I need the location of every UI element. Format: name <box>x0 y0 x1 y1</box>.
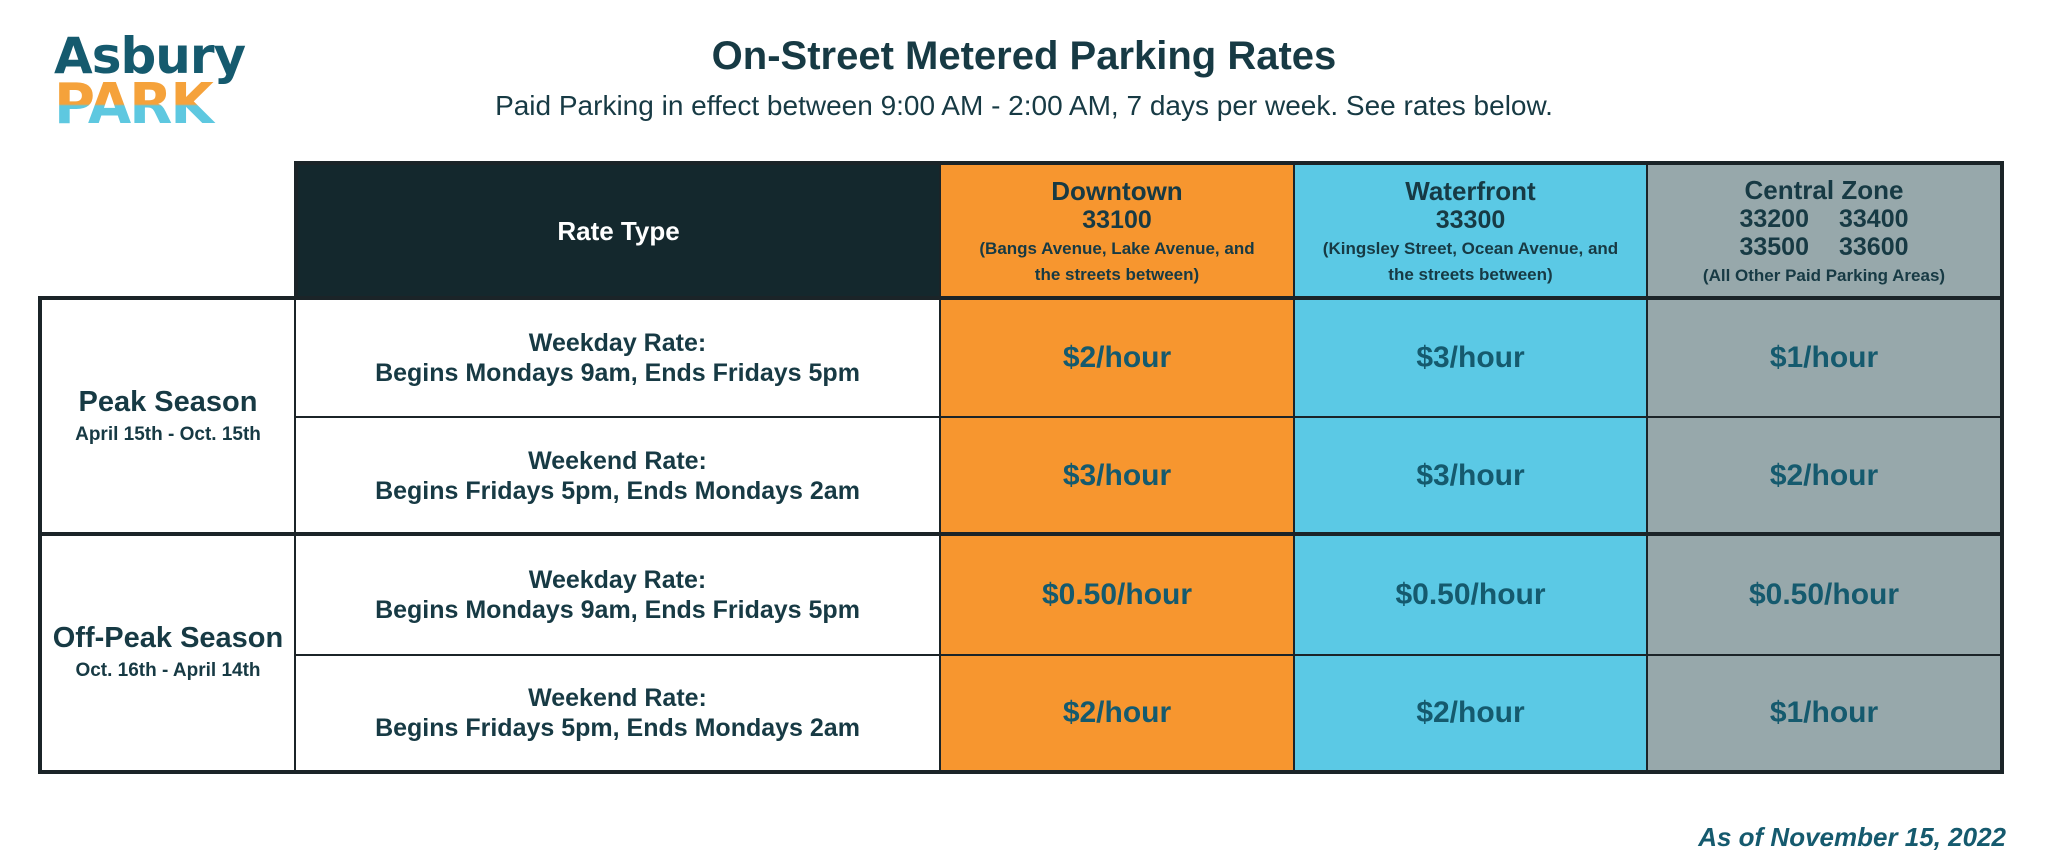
zone-code: 33600 <box>1839 232 1909 261</box>
rate-cell-downtown: $0.50/hour <box>939 532 1295 656</box>
rate-cell-central: $2/hour <box>1646 416 2004 536</box>
effective-date-note: As of November 15, 2022 <box>1698 822 2006 852</box>
rate-cell-downtown: $2/hour <box>939 654 1295 774</box>
season-name: Peak Season <box>78 386 258 418</box>
season-name: Off-Peak Season <box>52 622 284 654</box>
rate-cell-downtown: $2/hour <box>939 296 1295 418</box>
rate-cell-waterfront: $0.50/hour <box>1293 532 1648 656</box>
rate-type-hours: Begins Fridays 5pm, Ends Mondays 2am <box>375 714 860 742</box>
zone-description: (Bangs Avenue, Lake Avenue, and the stre… <box>979 236 1254 288</box>
zone-header-waterfront: Waterfront 33300 (Kingsley Street, Ocean… <box>1293 161 1648 300</box>
rate-type-title: Weekend Rate: <box>528 684 707 712</box>
logo-line-park: PARK <box>54 77 264 133</box>
rate-cell-central: $1/hour <box>1646 654 2004 774</box>
zone-name: Downtown <box>1051 175 1183 206</box>
zone-code: 33200 <box>1739 204 1809 233</box>
zone-codes: 33200 33400 33500 33600 <box>1739 205 1908 261</box>
rate-type-off-peak-weekend: Weekend Rate: Begins Fridays 5pm, Ends M… <box>294 654 941 774</box>
rate-cell-waterfront: $3/hour <box>1293 416 1648 536</box>
zone-description: (All Other Paid Parking Areas) <box>1702 265 1946 285</box>
asbury-park-logo: Asbury PARK <box>54 27 264 133</box>
zone-code: 33500 <box>1739 232 1809 261</box>
rate-type-hours: Begins Mondays 9am, Ends Fridays 5pm <box>375 596 860 624</box>
zone-description-line: (Kingsley Street, Ocean Avenue, and <box>1322 238 1619 258</box>
page-subtitle: Paid Parking in effect between 9:00 AM -… <box>495 90 1553 121</box>
rate-type-header: Rate Type <box>294 161 941 300</box>
rate-cell-central: $1/hour <box>1646 296 2004 418</box>
rate-type-hours: Begins Fridays 5pm, Ends Mondays 2am <box>375 477 860 505</box>
rate-type-header-label: Rate Type <box>557 216 680 246</box>
zone-name: Central Zone <box>1744 174 1904 205</box>
page-title: On-Street Metered Parking Rates <box>711 34 1337 78</box>
rate-type-hours: Begins Mondays 9am, Ends Fridays 5pm <box>375 359 860 387</box>
rate-type-peak-weekday: Weekday Rate: Begins Mondays 9am, Ends F… <box>294 296 941 418</box>
season-label-peak: Peak Season April 15th - Oct. 15th <box>38 296 296 536</box>
rate-cell-downtown: $3/hour <box>939 416 1295 536</box>
zone-description-line: the streets between) <box>1388 264 1553 284</box>
rate-type-peak-weekend: Weekend Rate: Begins Fridays 5pm, Ends M… <box>294 416 941 536</box>
rate-cell-waterfront: $2/hour <box>1293 654 1648 774</box>
rate-type-title: Weekday Rate: <box>528 566 707 594</box>
rate-cell-central: $0.50/hour <box>1646 532 2004 656</box>
rate-type-off-peak-weekday: Weekday Rate: Begins Mondays 9am, Ends F… <box>294 532 941 656</box>
zone-header-downtown: Downtown 33100 (Bangs Avenue, Lake Avenu… <box>939 161 1295 300</box>
season-label-off-peak: Off-Peak Season Oct. 16th - April 14th <box>38 532 296 774</box>
logo-line-asbury: Asbury <box>54 27 246 85</box>
season-dates: Oct. 16th - April 14th <box>75 660 261 681</box>
zone-code: 33100 <box>1082 205 1152 234</box>
zone-header-central: Central Zone 33200 33400 33500 33600 (Al… <box>1646 161 2004 300</box>
rate-cell-waterfront: $3/hour <box>1293 296 1648 418</box>
zone-code: 33300 <box>1435 205 1506 234</box>
season-dates: April 15th - Oct. 15th <box>75 424 261 445</box>
rate-type-title: Weekend Rate: <box>528 447 707 475</box>
zone-description: (Kingsley Street, Ocean Avenue, and the … <box>1323 236 1618 288</box>
rate-type-title: Weekday Rate: <box>528 329 707 357</box>
zone-description-line: the streets between) <box>1034 264 1200 284</box>
zone-name: Waterfront <box>1405 175 1536 206</box>
zone-code: 33400 <box>1839 204 1909 233</box>
zone-description-line: (Bangs Avenue, Lake Avenue, and <box>979 238 1255 258</box>
